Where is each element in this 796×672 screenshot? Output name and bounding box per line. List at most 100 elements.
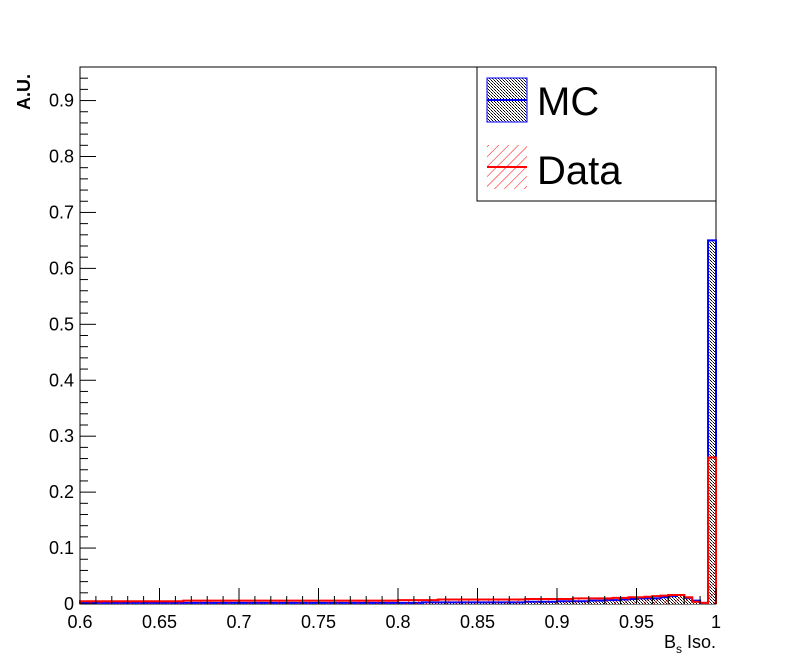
- x-tick-label: 0.85: [460, 612, 495, 632]
- legend-entry-mc: MC: [486, 77, 599, 124]
- x-axis-title: Bs Iso.: [664, 632, 716, 656]
- y-tick-label: 0.7: [49, 202, 74, 222]
- hist-bin-data: [80, 601, 88, 604]
- hist-bin-data: [207, 600, 216, 604]
- hist-bin-data: [191, 600, 200, 604]
- series-layer: [79, 239, 717, 604]
- hist-bin-data: [127, 601, 136, 604]
- hist-bin-data: [549, 598, 557, 604]
- hist-bin-data: [159, 601, 168, 604]
- hist-bin-data: [636, 597, 645, 604]
- hist-bin-data: [111, 601, 120, 604]
- hist-bin-data: [183, 600, 192, 604]
- hist-bin-data: [604, 598, 613, 604]
- hist-bin-data: [533, 598, 542, 604]
- y-tick-label: 0.5: [49, 314, 74, 334]
- hist-bin-data: [692, 601, 701, 604]
- hist-bin-data: [477, 599, 486, 604]
- x-tick-label: 0.95: [619, 612, 654, 632]
- hist-bin-data: [239, 600, 247, 604]
- hist-bin-data: [628, 597, 637, 604]
- hist-bin-data: [254, 600, 263, 604]
- hist-bin-data: [119, 601, 128, 604]
- hist-bin-data: [421, 600, 430, 604]
- series-outline-data: [79, 456, 717, 604]
- series-outline-mc: [79, 239, 717, 604]
- hist-bin-data: [684, 597, 693, 604]
- y-tick-label: 0.4: [49, 370, 74, 390]
- hist-bin-data: [95, 601, 104, 604]
- x-axis-title-sub: s: [676, 642, 682, 656]
- hist-bin-data: [199, 600, 208, 604]
- hist-bin-data: [564, 598, 573, 604]
- x-tick-label: 0.75: [301, 612, 336, 632]
- x-tick-label: 0.7: [226, 612, 251, 632]
- hist-bin-data: [676, 595, 685, 604]
- hist-bin-data: [461, 599, 470, 604]
- hist-bin-data: [485, 599, 494, 604]
- hist-bin-data: [318, 600, 327, 604]
- hist-bin-data: [358, 600, 367, 604]
- hist-bin-data: [215, 600, 224, 604]
- x-tick-label: 0.8: [385, 612, 410, 632]
- hist-bin-data: [135, 601, 144, 604]
- hist-bin-data: [453, 599, 462, 604]
- hist-bin-mc: [708, 240, 716, 604]
- hist-bin-data: [342, 600, 351, 604]
- y-tick-label: 0.3: [49, 426, 74, 446]
- y-axis-title: A.U.: [14, 74, 34, 110]
- hist-bin-data: [151, 601, 160, 604]
- hist-bin-data: [620, 597, 629, 604]
- hist-bin-data: [413, 600, 422, 604]
- hist-bin-data: [429, 600, 438, 604]
- x-tick-label: 0.65: [142, 612, 177, 632]
- hist-bin-data: [541, 598, 550, 604]
- hist-bin-data: [87, 601, 96, 604]
- x-tick-label: 1: [711, 612, 721, 632]
- y-tick-label: 0.6: [49, 258, 74, 278]
- hist-bin-data: [390, 600, 398, 604]
- x-axis-title-main: B: [664, 632, 676, 652]
- hist-bin-data: [350, 600, 359, 604]
- hist-bin-data: [445, 599, 454, 604]
- hist-bin-data: [493, 599, 502, 604]
- hist-bin-data: [572, 598, 581, 604]
- y-tick-label: 0.9: [49, 91, 74, 111]
- hist-bin-data: [175, 601, 184, 604]
- hist-bin-data: [286, 600, 295, 604]
- y-tick-label: 0.8: [49, 147, 74, 167]
- series-mc: [79, 239, 717, 604]
- y-tick-label: 0.1: [49, 538, 74, 558]
- hist-bin-data: [310, 600, 319, 604]
- hist-bin-data: [262, 600, 271, 604]
- hist-bin-data: [708, 457, 716, 604]
- hist-bin-data: [246, 600, 255, 604]
- hist-bin-data: [660, 595, 669, 604]
- hist-bin-data: [501, 599, 510, 604]
- hist-bin-data: [103, 601, 112, 604]
- hist-bin-data: [588, 598, 597, 604]
- legend-label-data: Data: [537, 149, 622, 193]
- hist-bin-data: [644, 596, 653, 604]
- hist-bin-data: [270, 600, 279, 604]
- hist-bin-data: [612, 597, 621, 604]
- x-tick-label: 0.6: [67, 612, 92, 632]
- hist-bin-data: [326, 600, 335, 604]
- legend-label-mc: MC: [537, 80, 599, 124]
- hist-bin-data: [509, 599, 518, 604]
- y-tick-label: 0.2: [49, 482, 74, 502]
- hist-bin-data: [557, 598, 565, 604]
- x-axis-title-rest: Iso.: [682, 632, 716, 652]
- hist-bin-data: [294, 600, 303, 604]
- hist-bin-data: [668, 595, 677, 604]
- hist-bin-data: [374, 600, 383, 604]
- series-data: [79, 456, 717, 604]
- hist-bin-data: [596, 598, 605, 604]
- hist-bin-data: [517, 599, 526, 604]
- hist-bin-data: [437, 599, 446, 604]
- hist-bin-data: [334, 600, 343, 604]
- x-tick-label: 0.9: [544, 612, 569, 632]
- hist-bin-data: [366, 600, 375, 604]
- legend-entry-data: Data: [487, 145, 622, 193]
